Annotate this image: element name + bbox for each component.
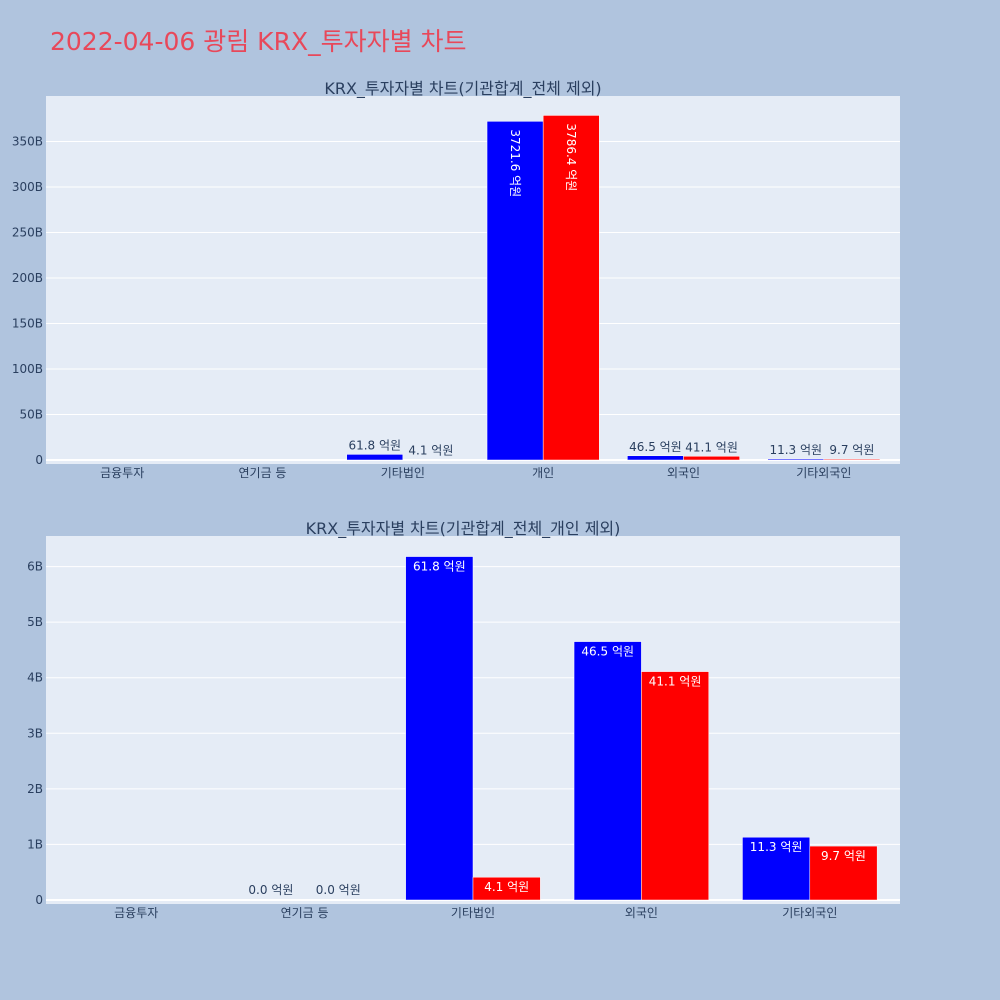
y-tick-label: 5B — [27, 615, 43, 629]
bar — [767, 458, 825, 461]
data-label: 9.7 억원 — [821, 849, 866, 863]
chart-title: KRX_투자자별 차트(기관합계_전체 제외) — [324, 79, 601, 99]
y-tick-label: 250B — [12, 226, 43, 240]
chart-title: KRX_투자자별 차트(기관합계_전체_개인 제외) — [306, 519, 621, 539]
page-title: 2022-04-06 광림 KRX_투자자별 차트 — [50, 27, 467, 56]
bar — [346, 454, 404, 461]
plot-area — [46, 96, 900, 464]
x-tick-label: 기타법인 — [451, 906, 495, 920]
data-label: 4.1 억원 — [484, 880, 529, 894]
y-tick-label: 0 — [35, 453, 43, 467]
data-label: 9.7 억원 — [829, 443, 874, 457]
data-label: 46.5 억원 — [581, 645, 634, 659]
data-label: 61.8 억원 — [348, 438, 401, 452]
x-tick-label: 연기금 등 — [281, 906, 329, 920]
data-label: 46.5 억원 — [629, 440, 682, 454]
y-tick-label: 350B — [12, 135, 43, 149]
x-tick-label: 금융투자 — [114, 906, 158, 920]
y-tick-label: 0 — [35, 893, 43, 907]
y-tick-label: 3B — [27, 726, 43, 740]
bar — [683, 456, 740, 461]
bar — [742, 836, 811, 901]
x-tick-label: 외국인 — [667, 466, 700, 480]
y-tick-label: 6B — [27, 560, 43, 574]
bar — [641, 671, 710, 901]
y-tick-label: 150B — [12, 317, 43, 331]
chart-1: 0 50B 100B 150B 200B 250B 300B 350B KRX_투자자별 차트(… — [12, 79, 900, 480]
chart-2: 0 1B 2B 3B 4B 5B 6B KRX_투자자별 차트(기관합계_전체_개인 제외) 금… — [27, 519, 900, 920]
data-label: 41.1 억원 — [649, 675, 702, 689]
data-label: 3721.6 억원 — [508, 129, 522, 197]
y-tick-label: 4B — [27, 671, 43, 685]
data-label: 61.8 억원 — [413, 560, 466, 574]
x-tick-label: 금융투자 — [100, 466, 144, 480]
data-label: 3786.4 억원 — [564, 123, 578, 191]
data-label: 11.3 억원 — [769, 443, 822, 457]
y-tick-label: 300B — [12, 180, 43, 194]
data-label: 4.1 억원 — [408, 444, 453, 458]
data-label: 0.0 억원 — [248, 883, 293, 897]
data-label: 11.3 억원 — [750, 840, 803, 854]
y-tick-label: 1B — [27, 837, 43, 851]
data-label: 0.0 억원 — [316, 883, 361, 897]
bar — [472, 876, 541, 901]
bar — [809, 845, 878, 901]
bar — [542, 115, 600, 461]
y-tick-label: 50B — [19, 408, 43, 422]
x-tick-label: 연기금 등 — [239, 466, 287, 480]
bar — [627, 455, 684, 461]
y-tick-label: 100B — [12, 362, 43, 376]
bar — [486, 121, 544, 461]
x-tick-label: 기타법인 — [381, 466, 425, 480]
x-tick-label: 개인 — [532, 466, 554, 480]
y-tick-label: 200B — [12, 271, 43, 285]
bar — [405, 556, 474, 901]
data-label: 41.1 억원 — [685, 440, 738, 454]
x-tick-label: 기타외국인 — [782, 906, 837, 920]
bar — [573, 641, 642, 901]
x-tick-label: 외국인 — [625, 906, 658, 920]
x-tick-label: 기타외국인 — [796, 466, 851, 480]
bar — [823, 458, 881, 461]
y-tick-label: 2B — [27, 782, 43, 796]
